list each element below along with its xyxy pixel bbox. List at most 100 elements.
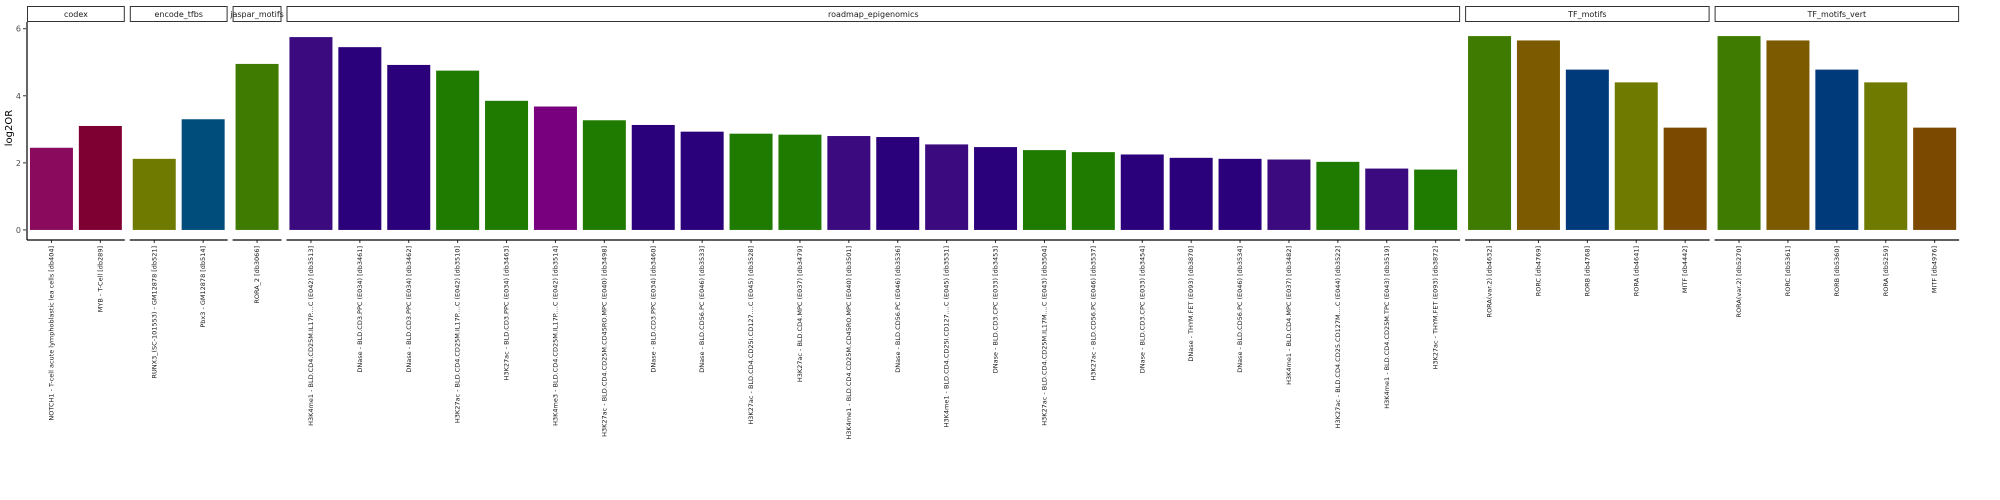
bar [876, 137, 920, 230]
facet-panel: codex NOTCH1 - T-cell acute lymphoblastic… [26, 6, 125, 421]
x-tick-label: Pbx3 - GM12878 [db514] [199, 246, 207, 328]
facet-panel: TF_motifs_vert RORA(var.2) [db5270] RORC [… [1714, 6, 1960, 317]
facet-panel: roadmap_epigenomics H3K4me1 - BLD.CD4.CD2… [286, 6, 1461, 440]
bar [974, 147, 1018, 230]
x-tick-label: H3K27ac - BLD.CD4.CD25M.IL17P....C (E042… [454, 246, 462, 423]
bar [680, 131, 724, 230]
bar [1864, 82, 1908, 230]
x-tick-label: RORA(var.2) [db5270] [1735, 246, 1743, 317]
x-tick-label: DNase - BLD.CD3.PPC (E034) [db3460] [649, 246, 657, 373]
x-tick-label: H3K27ac - BLD.CD4.CD25I.CD127....C (E045… [747, 246, 755, 425]
y-tick-label: 0 [16, 226, 21, 235]
x-tick-label: MITF [db4442] [1681, 246, 1689, 293]
bar [631, 124, 675, 230]
x-tick-label: RORA_2 [db3066] [253, 246, 261, 304]
bar [1717, 36, 1761, 230]
facet-panels: codex NOTCH1 - T-cell acute lymphoblastic… [26, 6, 1960, 440]
bar [132, 158, 176, 230]
bar [387, 64, 431, 230]
bar [1120, 154, 1164, 230]
x-tick-label: H3K4me1 - BLD.CD4.CD25I.CD127....C (E045… [943, 246, 951, 427]
x-tick-label: RORB [db5360] [1833, 246, 1841, 297]
x-tick-label: H3K4me1 - BLD.CD4.CD25M.IL17P....C (E042… [307, 246, 315, 426]
y-axis: 0 2 4 6 [16, 25, 26, 235]
bar [485, 100, 529, 230]
x-tick-label: H3K4me1 - BLD.CD4.CD25M.TPC (E043) [db35… [1383, 246, 1391, 409]
x-tick-label: RORB [db4768] [1583, 246, 1591, 297]
bar [1663, 127, 1707, 230]
x-tick-label: MYB - T-Cell [db289] [96, 246, 104, 312]
bar [1815, 69, 1859, 230]
x-tick-label: DNase - BLD.CD3.CPC (E033) [db3454] [1138, 246, 1146, 373]
bar [1766, 40, 1810, 230]
bar [338, 47, 382, 230]
bar [289, 37, 333, 230]
facet-strip [129, 6, 228, 22]
x-tick-label: DNase - BLD.CD56.PC (E046) [db3534] [1236, 246, 1244, 373]
facet-strip-label: jaspar_motifs [229, 10, 284, 19]
x-tick-label: H3K27ac - BLD.CD4.CD25.CD127M....C (E044… [1334, 246, 1342, 428]
x-tick-label: H3K4me1 - BLD.CD4.MPC (E037) [db3482] [1285, 246, 1293, 385]
x-tick-label: DNase - BLD.CD56.PC (E046) [db3536] [894, 246, 902, 373]
bar [1022, 150, 1066, 230]
x-tick-label: DNase - BLD.CD3.PPC (E034) [db3461] [356, 246, 364, 373]
bar [1267, 159, 1311, 230]
facet-strip [1465, 6, 1710, 22]
bar [29, 147, 73, 230]
bar [1614, 82, 1658, 230]
facet-panel: jaspar_motifs RORA_2 [db3066] [229, 6, 284, 304]
bar [1365, 168, 1409, 230]
x-tick-label: MITF [db4976] [1931, 246, 1939, 293]
facet-strip-label: roadmap_epigenomics [828, 10, 919, 19]
facet-strip-label: encode_tfbs [154, 10, 202, 19]
bar [1516, 40, 1560, 230]
x-tick-label: RORC [db4769] [1534, 246, 1542, 296]
facet-strip [27, 6, 125, 22]
x-tick-label: RORA [db4641] [1632, 246, 1640, 296]
x-tick-label: DNase - BLD.CD3.CPC (E033) [db3453] [992, 246, 1000, 373]
x-tick-label: H3K27ac - BLD.CD56.PC (E046) [db3537] [1089, 246, 1097, 381]
bar [1218, 158, 1262, 230]
bar [925, 144, 969, 230]
bar [181, 119, 225, 230]
x-tick-label: RORC [db5361] [1784, 246, 1792, 296]
bar [78, 125, 122, 230]
x-tick-label: H3K27ac - BLD.CD4.MPC (E037) [db3479] [796, 246, 804, 382]
x-tick-label: DNase - BLD.CD56.PC (E046) [db3533] [698, 246, 706, 373]
bar [1913, 127, 1957, 230]
bar [729, 133, 773, 230]
x-tick-label: NOTCH1 - T-cell acute lymphoblastic lea … [47, 246, 55, 421]
bar [436, 70, 480, 230]
y-tick-label: 2 [16, 159, 21, 168]
x-tick-label: RUNX3_(SC-101553) - GM12878 [db521] [150, 246, 158, 378]
x-tick-label: H3K27ac - BLD.CD3.PPC (E034) [db3463] [503, 246, 511, 380]
bar [582, 120, 626, 230]
bar [533, 106, 577, 230]
bar [1468, 36, 1512, 230]
facet-strip-label: TF_motifs_vert [1807, 10, 1867, 19]
x-tick-label: H3K27ac - THYM.FET (E093) [db3872] [1432, 246, 1440, 370]
y-tick-label: 6 [16, 25, 21, 34]
bar [1414, 169, 1458, 230]
x-tick-label: H3K4me3 - BLD.CD4.CD25M.IL17P....C (E042… [551, 246, 559, 426]
facet-strip [232, 6, 282, 22]
y-tick-label: 4 [16, 92, 21, 101]
facet-strip-label: TF_motifs [1567, 10, 1607, 19]
bar [778, 134, 822, 230]
x-tick-label: DNase - THYM.FET (E093) [db3870] [1187, 246, 1195, 362]
facet-strip-label: codex [64, 10, 88, 19]
bar [1316, 161, 1360, 230]
bar [1565, 69, 1609, 230]
facet-strip [1714, 6, 1960, 22]
x-tick-label: H3K27ac - BLD.CD4.CD25M.IL17M....C (E043… [1040, 246, 1048, 426]
bar [1169, 157, 1213, 230]
y-axis-label: log2OR [4, 110, 15, 146]
facet-panel: TF_motifs RORA(var.2) [db4632] RORC [db476… [1465, 6, 1710, 317]
bar [827, 136, 871, 230]
bar [1071, 152, 1115, 230]
bar [235, 63, 279, 230]
x-tick-label: DNase - BLD.CD3.PPC (E034) [db3462] [405, 246, 413, 373]
x-tick-label: RORA [db5259] [1882, 246, 1890, 296]
x-tick-label: RORA(var.2) [db4632] [1486, 246, 1494, 317]
